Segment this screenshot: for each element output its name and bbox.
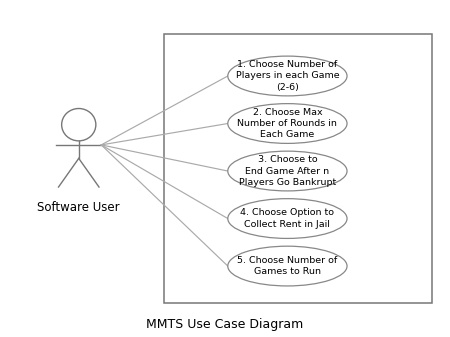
Text: Software User: Software User xyxy=(37,201,120,214)
Text: 5. Choose Number of
Games to Run: 5. Choose Number of Games to Run xyxy=(237,256,338,276)
FancyBboxPatch shape xyxy=(164,34,432,303)
Text: 1. Choose Number of
Players in each Game
(2-6): 1. Choose Number of Players in each Game… xyxy=(236,60,339,92)
Ellipse shape xyxy=(62,109,96,141)
Text: 4. Choose Option to
Collect Rent in Jail: 4. Choose Option to Collect Rent in Jail xyxy=(240,209,334,228)
Ellipse shape xyxy=(228,104,347,144)
Ellipse shape xyxy=(228,198,347,238)
Ellipse shape xyxy=(228,246,347,286)
Ellipse shape xyxy=(228,151,347,191)
Ellipse shape xyxy=(228,56,347,96)
Text: 2. Choose Max
Number of Rounds in
Each Game: 2. Choose Max Number of Rounds in Each G… xyxy=(238,108,338,139)
Text: MMTS Use Case Diagram: MMTS Use Case Diagram xyxy=(146,318,304,332)
Text: 3. Choose to
End Game After n
Players Go Bankrupt: 3. Choose to End Game After n Players Go… xyxy=(239,155,336,187)
